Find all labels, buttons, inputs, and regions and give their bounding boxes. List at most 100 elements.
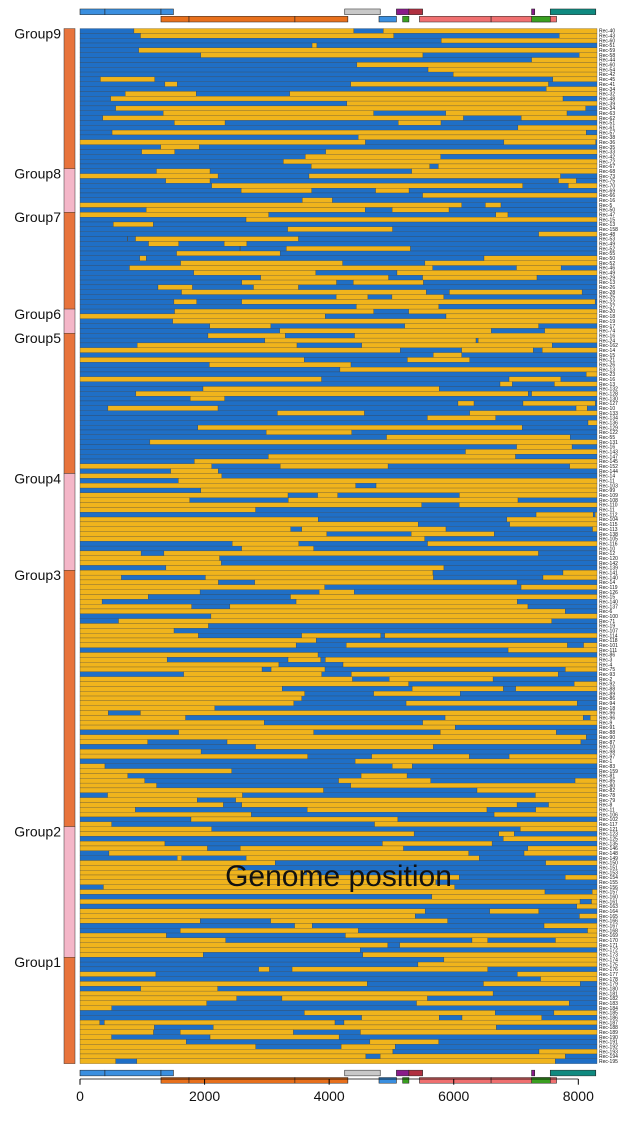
group-bar — [64, 309, 75, 333]
strain-a-segment — [80, 106, 116, 111]
strain-a-segment — [218, 469, 597, 474]
strain-b-segment — [432, 894, 597, 899]
strain-b-segment — [433, 353, 462, 358]
strain-a-segment — [80, 53, 201, 58]
strain-b-segment — [336, 295, 368, 300]
strain-b-segment — [242, 299, 595, 304]
strain-b-segment — [191, 817, 398, 822]
strain-b-segment — [80, 720, 264, 725]
strain-b-segment — [409, 309, 597, 314]
strain-a-segment — [80, 546, 242, 551]
strain-b-segment — [416, 1001, 569, 1006]
strain-a-segment — [339, 1035, 597, 1040]
strain-a-segment — [212, 827, 521, 832]
strain-a-segment — [226, 938, 472, 943]
group-label: Group1 — [14, 954, 61, 970]
strain-b-segment — [80, 580, 218, 585]
strain-b-segment — [80, 686, 282, 691]
strain-b-segment — [292, 967, 488, 972]
strain-a-segment — [80, 33, 140, 38]
strain-b-segment — [80, 754, 308, 759]
strain-a-segment — [80, 430, 266, 435]
strain-b-segment — [532, 58, 597, 63]
strain-b-segment — [80, 212, 269, 217]
strain-a-segment — [80, 91, 125, 96]
strain-a-segment — [80, 120, 174, 125]
strain-a-segment — [80, 856, 177, 861]
strain-b-segment — [397, 270, 597, 275]
strain-a-segment — [539, 324, 597, 329]
strain-a-segment — [80, 469, 171, 474]
strain-b-segment — [406, 701, 577, 706]
strain-b-segment — [80, 909, 425, 914]
strain-b-segment — [521, 585, 597, 590]
strain-a-segment — [80, 396, 190, 401]
strain-b-segment — [108, 406, 218, 411]
strain-b-segment — [472, 938, 488, 943]
strain-b-segment — [376, 188, 410, 193]
strain-b-segment — [541, 977, 597, 982]
strain-b-segment — [236, 798, 597, 803]
strain-a-segment — [221, 561, 597, 566]
group-bar — [64, 957, 75, 1063]
strain-a-segment — [565, 1054, 597, 1059]
gene-map-bottom — [80, 1070, 596, 1083]
strain-a-segment — [583, 715, 590, 720]
strain-a-segment — [459, 875, 565, 880]
strain-b-segment — [178, 478, 597, 483]
strain-b-segment — [546, 860, 597, 865]
strain-b-segment — [111, 96, 563, 101]
strain-b-segment — [265, 338, 476, 343]
strain-b-segment — [80, 623, 209, 628]
strain-a-segment — [80, 836, 503, 841]
strain-a-segment — [425, 536, 597, 541]
strain-b-segment — [545, 328, 597, 333]
strain-b-segment — [209, 362, 351, 367]
strain-a-segment — [291, 527, 302, 532]
strain-a-segment — [135, 807, 307, 812]
strain-b-segment — [80, 735, 586, 740]
strain-b-segment — [136, 237, 299, 242]
group-bar — [64, 474, 75, 571]
strain-b-segment — [140, 711, 597, 716]
gene-segment — [379, 1078, 396, 1084]
strain-b-segment — [507, 517, 597, 522]
group-label: Group6 — [14, 306, 61, 322]
strain-a-segment — [539, 909, 597, 914]
group-label: Group9 — [14, 25, 61, 41]
strain-a-segment — [80, 198, 302, 203]
strain-b-segment — [198, 425, 522, 430]
strain-a-segment — [80, 894, 432, 899]
strain-a-segment — [549, 82, 597, 87]
strain-a-segment — [197, 299, 242, 304]
strain-b-segment — [161, 145, 200, 150]
strain-a-segment — [80, 116, 103, 121]
strain-a-segment — [352, 430, 597, 435]
group-bar — [64, 827, 75, 958]
strain-b-segment — [80, 474, 222, 479]
strain-a-segment — [314, 730, 440, 735]
strain-a-segment — [439, 1015, 462, 1020]
strain-a-segment — [388, 464, 570, 469]
strain-b-segment — [80, 657, 167, 662]
gene-segment — [403, 1078, 409, 1084]
strain-a-segment — [279, 662, 343, 667]
strain-a-segment — [288, 493, 318, 498]
strain-b-segment — [295, 923, 313, 928]
strain-a-segment — [389, 275, 423, 280]
strain-a-segment — [80, 43, 312, 48]
strain-b-segment — [389, 677, 493, 682]
strain-b-segment — [565, 667, 597, 672]
strain-a-segment — [80, 440, 150, 445]
gene-segment — [550, 1070, 595, 1076]
strain-b-segment — [546, 87, 597, 92]
strain-b-segment — [80, 865, 238, 870]
strain-a-segment — [165, 841, 382, 846]
strain-a-segment — [393, 227, 597, 232]
strain-b-segment — [166, 565, 444, 570]
strain-a-segment — [212, 464, 280, 469]
strain-a-segment — [80, 275, 261, 280]
strain-a-segment — [269, 967, 292, 972]
strain-a-segment — [493, 991, 597, 996]
strain-a-segment — [514, 831, 597, 836]
